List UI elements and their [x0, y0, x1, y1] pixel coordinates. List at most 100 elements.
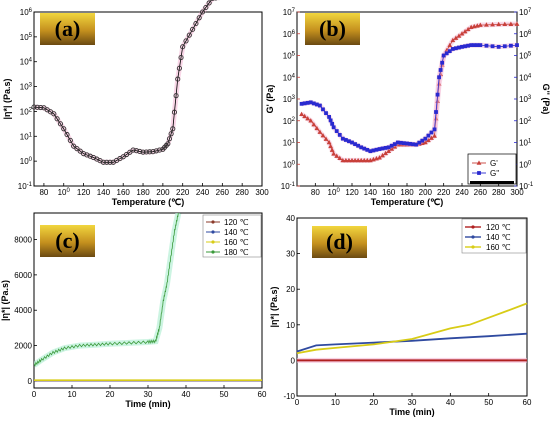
data-point	[423, 136, 428, 141]
y-tick-label: 10-1	[18, 182, 33, 191]
data-point	[398, 140, 403, 145]
data-point	[380, 146, 385, 151]
panel-a-label: (a)	[55, 16, 81, 41]
data-point	[417, 140, 422, 145]
y-axis-label: |η*| (Pa.s)	[269, 286, 279, 327]
data-point	[34, 104, 40, 110]
y-tick-label: 106	[283, 30, 296, 39]
data-point	[140, 149, 146, 155]
data-point	[57, 121, 63, 127]
y-tick-label-right: 106	[519, 30, 532, 39]
data-point	[340, 136, 345, 141]
data-point	[51, 111, 57, 117]
data-point	[472, 43, 477, 48]
data-point	[392, 142, 397, 147]
series-line	[34, 213, 179, 367]
data-point	[420, 138, 425, 143]
data-point	[425, 137, 431, 143]
y-tick-label: 8000	[14, 236, 32, 245]
data-point	[318, 103, 322, 108]
data-point	[355, 157, 361, 163]
x-tick-label: 200	[156, 188, 170, 197]
data-point	[496, 21, 502, 27]
data-point	[475, 43, 480, 48]
data-point	[426, 133, 431, 138]
data-point	[107, 159, 113, 165]
data-point	[456, 33, 462, 38]
x-tick-label: 280	[492, 188, 506, 197]
data-point	[352, 157, 358, 163]
y-tick-label: -10	[283, 392, 295, 401]
data-point	[459, 31, 465, 36]
panel-c: 0 10 20 30 40 50 60 0 2000 4000 6000 8000 Time (min)…	[0, 212, 267, 409]
data-point	[180, 44, 186, 50]
y-tick-label: 100	[283, 160, 296, 169]
data-point	[389, 143, 394, 148]
data-point	[314, 125, 320, 131]
x-axis-label: Time (min)	[389, 407, 434, 417]
data-point	[386, 148, 392, 153]
y-tick-label: 10-1	[281, 182, 296, 191]
data-point	[193, 21, 199, 27]
data-point	[153, 148, 159, 154]
data-point	[314, 102, 319, 107]
data-point	[350, 140, 354, 145]
data-point	[334, 129, 339, 133]
data-point	[432, 127, 437, 132]
data-point	[317, 129, 323, 134]
y-tick-label: 102	[20, 107, 33, 116]
data-point	[38, 104, 44, 111]
y-axis-label: G' (Pa)	[265, 85, 275, 114]
x-tick-label: 240	[455, 188, 469, 197]
y-tick-label: 20	[286, 285, 295, 294]
x-tick-label: 120	[77, 188, 91, 197]
data-point	[186, 32, 192, 38]
y-tick-label-right: 104	[519, 73, 532, 82]
data-point	[453, 46, 458, 51]
y-tick-label-right: 101	[519, 139, 532, 148]
data-point	[353, 142, 357, 147]
data-point	[490, 44, 495, 49]
x-tick-label: 220	[176, 188, 190, 197]
data-point	[331, 151, 337, 156]
data-point	[329, 147, 335, 152]
legend-marker	[477, 171, 481, 175]
y-tick-label-right: 105	[519, 52, 532, 61]
panel-a: 80 100 120 140 160 180 200 220 240 260 280 300 10-1 1…	[2, 0, 269, 207]
data-point	[340, 157, 346, 163]
data-point	[147, 149, 153, 155]
data-point	[383, 145, 388, 150]
data-point	[368, 149, 373, 154]
data-point	[462, 28, 468, 34]
data-point	[173, 93, 179, 99]
data-point	[328, 118, 333, 123]
data-point	[176, 65, 182, 71]
data-point	[383, 150, 389, 156]
y-tick-label: 103	[20, 83, 33, 92]
data-point	[450, 47, 455, 51]
legend-label: G''	[490, 169, 500, 178]
data-point	[64, 132, 70, 138]
x-tick-label: 10	[331, 398, 340, 407]
x-tick-label: 40	[182, 390, 191, 399]
legend-marker	[211, 240, 215, 244]
data-point	[465, 26, 471, 32]
series-group	[34, 213, 262, 382]
data-point	[305, 115, 311, 121]
data-point	[437, 75, 441, 80]
data-point	[320, 132, 326, 138]
data-point	[514, 21, 520, 26]
data-point	[302, 101, 307, 106]
y-tick-label: 4000	[14, 306, 32, 315]
data-point	[447, 42, 453, 48]
x-tick-label: 80	[39, 188, 48, 197]
x-tick-label: 180	[400, 188, 414, 197]
data-point	[508, 21, 514, 26]
legend-underline	[470, 181, 514, 184]
legend-label: G'	[490, 159, 498, 168]
legend-label: 180 ℃	[224, 248, 249, 257]
data-point	[67, 137, 73, 143]
x-tick-label: 50	[484, 398, 493, 407]
data-point	[364, 157, 370, 163]
